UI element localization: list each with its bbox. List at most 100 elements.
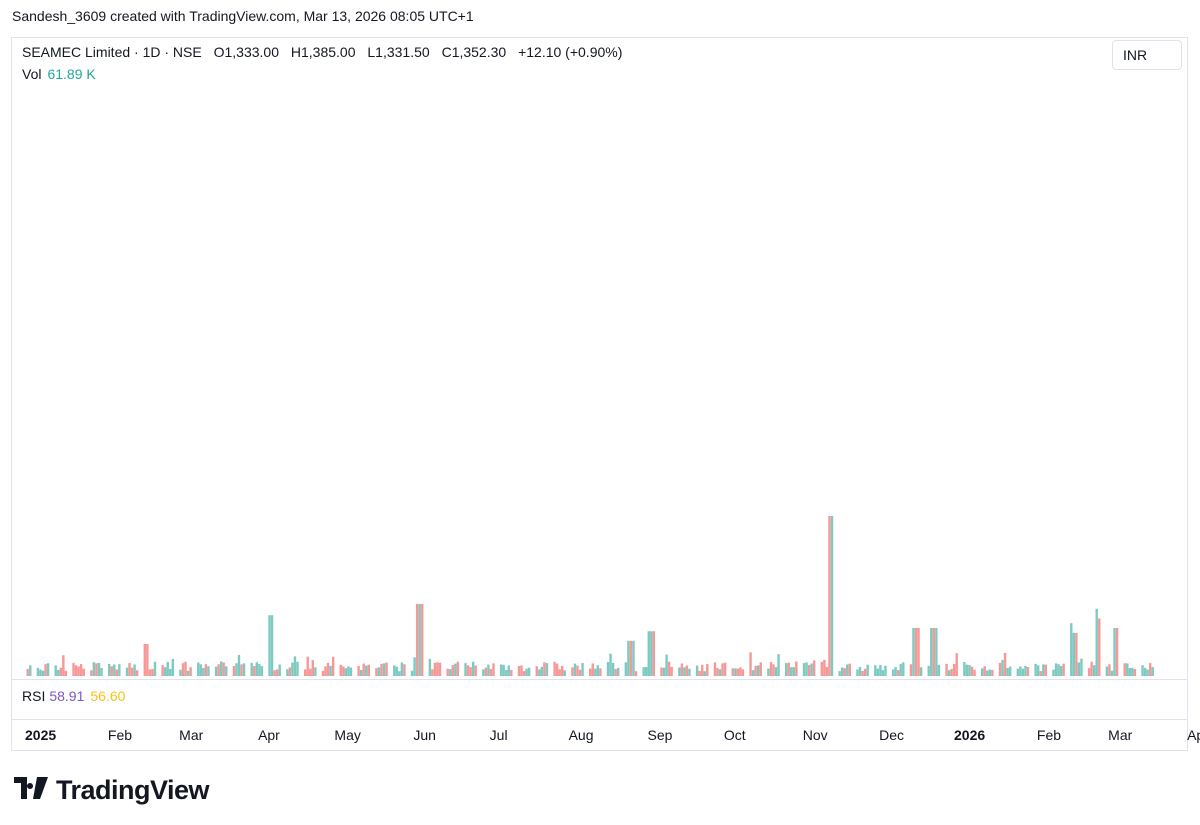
- volume-bars: [26, 516, 1154, 676]
- volume-bar: [250, 662, 253, 676]
- volume-bar: [431, 669, 434, 676]
- volume-bar: [846, 664, 849, 676]
- volume-bar: [232, 666, 236, 676]
- volume-bar: [599, 668, 602, 676]
- volume-bar: [685, 665, 689, 676]
- time-tick-label: Feb: [1037, 727, 1061, 743]
- volume-bar: [555, 663, 559, 676]
- currency-button[interactable]: INR: [1112, 40, 1182, 70]
- volume-bar: [237, 655, 241, 676]
- symbol-legend[interactable]: SEAMEC Limited · 1D · NSE O1,333.00 H1,3…: [22, 44, 624, 60]
- volume-bar: [451, 665, 454, 676]
- volume-bar: [273, 670, 276, 676]
- tradingview-logo[interactable]: TradingView: [14, 775, 210, 806]
- volume-bar: [820, 661, 824, 676]
- volume-bar: [973, 669, 976, 676]
- chart-frame[interactable]: [11, 37, 1188, 751]
- volume-bar: [54, 665, 57, 676]
- pane-divider[interactable]: [11, 679, 1188, 680]
- volume-bar: [510, 669, 513, 676]
- volume-bar: [197, 662, 200, 676]
- volume-bar: [611, 662, 615, 676]
- volume-bar: [662, 667, 666, 676]
- time-tick-label: 2025: [25, 727, 56, 743]
- volume-bar: [856, 669, 859, 676]
- volume-bar: [540, 666, 544, 676]
- volume-bar: [1021, 668, 1025, 676]
- volume-bar: [1133, 669, 1137, 676]
- volume-bar: [695, 665, 699, 676]
- volume-bar: [268, 615, 271, 676]
- volume-bar: [795, 661, 798, 676]
- volume-bar: [428, 658, 432, 676]
- volume-bar: [645, 666, 648, 676]
- time-tick-label: Apr: [1187, 727, 1200, 743]
- volume-bar: [219, 661, 223, 676]
- rsi-legend[interactable]: RSI 58.91 56.60: [22, 688, 125, 704]
- volume-bar: [291, 662, 294, 676]
- volume-bar: [242, 663, 246, 676]
- volume-bar: [260, 666, 264, 676]
- volume-bar: [917, 628, 920, 676]
- volume-bar: [169, 668, 172, 676]
- volume-bar: [983, 666, 986, 676]
- volume-bar: [581, 662, 584, 676]
- volume-bar: [596, 665, 600, 676]
- volume-bar: [843, 668, 846, 676]
- volume-bar: [466, 665, 470, 676]
- volume-bar: [395, 666, 398, 676]
- volume-bar: [561, 666, 564, 676]
- ohlc-open: O1,333.00: [213, 44, 279, 60]
- volume-bar: [1123, 663, 1126, 676]
- symbol-title[interactable]: SEAMEC Limited · 1D · NSE: [22, 44, 202, 60]
- volume-bar: [161, 665, 164, 676]
- volume-bar: [538, 669, 541, 676]
- volume-bar: [660, 667, 663, 676]
- volume-bar: [1034, 663, 1037, 676]
- volume-bar: [505, 669, 508, 676]
- volume-bar: [79, 664, 83, 676]
- volume-bar: [757, 665, 760, 676]
- volume-bar: [135, 670, 139, 676]
- volume-bar: [415, 604, 419, 676]
- volume-bar: [41, 670, 45, 676]
- volume-bar: [148, 669, 152, 676]
- volume-bar: [1057, 664, 1060, 676]
- time-tick-label: Aug: [569, 727, 594, 743]
- volume-value: 61.89 K: [47, 66, 96, 82]
- volume-bar: [171, 658, 175, 676]
- volume-bar: [92, 662, 96, 676]
- volume-legend[interactable]: Vol 61.89 K: [22, 66, 96, 82]
- volume-bar: [930, 628, 933, 676]
- volume-bar: [125, 667, 129, 676]
- ohlc-close: C1,352.30: [441, 44, 507, 60]
- time-tick-label: Dec: [879, 727, 904, 743]
- volume-bar: [802, 663, 806, 676]
- volume-bar: [347, 666, 350, 676]
- volume-bar: [713, 662, 717, 676]
- volume-bar: [624, 662, 628, 676]
- volume-bar: [1095, 608, 1098, 676]
- volume-bar: [576, 665, 579, 676]
- volume-bar: [199, 664, 203, 676]
- volume-bar: [492, 663, 495, 676]
- volume-bar: [1016, 668, 1020, 676]
- volume-bar: [314, 667, 317, 676]
- volume-bar: [1143, 667, 1147, 676]
- volume-bar: [980, 668, 984, 676]
- volume-label: Vol: [22, 66, 42, 82]
- volume-bar: [703, 671, 706, 676]
- volume-bar: [36, 667, 40, 676]
- volume-bar: [331, 656, 335, 676]
- volume-bar: [255, 662, 258, 676]
- volume-bar: [866, 664, 869, 676]
- volume-bar: [464, 663, 467, 676]
- ohlc-high: H1,385.00: [290, 44, 356, 60]
- volume-bar: [1128, 668, 1132, 676]
- volume-bar: [896, 670, 900, 676]
- rsi-label: RSI: [22, 688, 46, 704]
- volume-bar: [1024, 665, 1027, 676]
- time-tick-label: Jul: [490, 727, 508, 743]
- volume-bar: [777, 654, 780, 676]
